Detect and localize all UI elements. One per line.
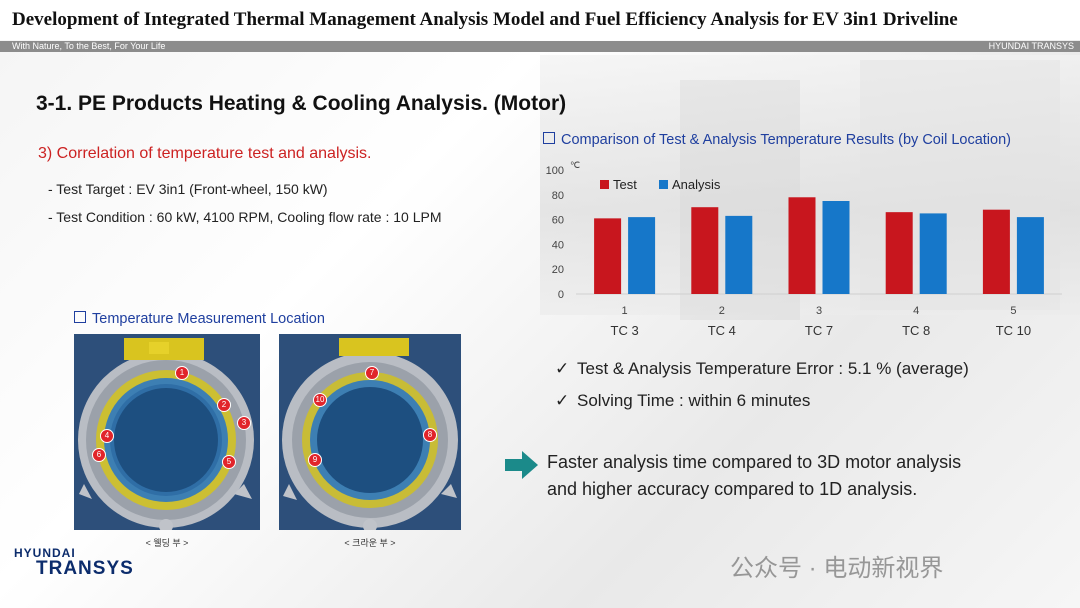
bar-test-1 [594,218,622,294]
legend-swatch-analysis [659,180,668,189]
x-category-label: TC 8 [902,323,930,338]
checkmark-icon: ✓ [555,391,570,410]
thermocouple-marker-3: 3 [237,416,251,430]
sub-heading: 3) Correlation of temperature test and a… [38,145,372,162]
result-solving-time: ✓ Solving Time : within 6 minutes [555,391,810,411]
company-name: HYUNDAI TRANSYS [988,41,1074,51]
y-tick-label: 40 [552,239,564,251]
chart-heading: Comparison of Test & Analysis Temperatur… [543,132,1011,148]
bar-test-5 [982,209,1010,294]
thermocouple-marker-7: 7 [365,366,379,380]
checkbox-square-icon [543,132,555,144]
x-tick-label: 5 [1010,305,1016,317]
y-tick-label: 60 [552,215,564,227]
result-error-text: Test & Analysis Temperature Error : 5.1 … [577,359,969,378]
thermocouple-marker-6: 6 [92,448,106,462]
bar-analysis-3 [822,201,850,294]
slide-header: Development of Integrated Thermal Manage… [0,0,1080,40]
y-tick-label: 80 [552,190,564,202]
slogan-text: With Nature, To the Best, For Your Life [12,41,166,51]
x-tick-label: 1 [622,305,628,317]
legend-label-test: Test [613,177,637,192]
result-error: ✓ Test & Analysis Temperature Error : 5.1… [555,359,969,379]
x-category-label: TC 10 [996,323,1031,338]
bar-analysis-5 [1016,217,1044,294]
x-tick-label: 4 [913,305,919,317]
legend-swatch-test [600,180,609,189]
thermocouple-marker-5: 5 [222,455,236,469]
thermocouple-marker-1: 1 [175,366,189,380]
y-tick-label: 20 [552,264,564,276]
thermocouple-marker-10: 10 [313,393,327,407]
bar-analysis-4 [919,213,947,294]
logo-line-2: TRANSYS [36,558,134,579]
bar-test-3 [788,197,816,294]
motor-welding-image [74,334,260,530]
arrow-right-icon [505,451,538,479]
slide-title: Development of Integrated Thermal Manage… [12,9,958,30]
motor-crown-view: < 크라운 부 > 7 8 9 10 [279,334,461,552]
x-category-label: TC 7 [805,323,833,338]
thermocouple-marker-8: 8 [423,428,437,442]
bar-analysis-1 [628,217,656,294]
logo-line-1: HYUNDAI [14,546,76,560]
conclusion-line-1: Faster analysis time compared to 3D moto… [547,452,962,472]
location-heading: Temperature Measurement Location [74,311,325,327]
section-title: 3-1. PE Products Heating & Cooling Analy… [36,92,567,115]
temperature-bar-chart: 0 20 40 60 80 100 ℃ 1 TC 3 2 TC 4 3 TC 7 4 TC 8 5 TC 10 T… [546,160,1062,338]
thermocouple-marker-9: 9 [308,453,322,467]
bar-test-4 [885,212,913,294]
chart-heading-text: Comparison of Test & Analysis Temperatur… [561,132,1011,148]
y-unit-label: ℃ [570,160,580,170]
hyundai-transys-logo: HYUNDAI TRANSYS [14,546,134,580]
bar-test-2 [691,207,719,294]
wechat-watermark: 公众号 · 电动新视界 [730,555,944,582]
checkmark-icon: ✓ [555,359,570,378]
x-tick-label: 2 [719,305,725,317]
welding-caption: < 웰딩 부 > [145,538,189,548]
x-tick-label: 3 [816,305,822,317]
thermocouple-marker-2: 2 [217,398,231,412]
conclusion-line-2: and higher accuracy compared to 1D analy… [547,479,918,499]
y-tick-label: 100 [546,165,564,177]
y-tick-label: 0 [558,289,564,301]
slogan-bar: With Nature, To the Best, For Your Life … [0,41,1080,52]
checkbox-square-icon [74,311,86,323]
thermocouple-marker-4: 4 [100,429,114,443]
result-solving-text: Solving Time : within 6 minutes [577,391,811,410]
crown-caption: < 크라운 부 > [344,538,396,548]
legend-label-analysis: Analysis [672,177,721,192]
bullet-test-condition: - Test Condition : 60 kW, 4100 RPM, Cool… [48,209,442,225]
x-category-label: TC 4 [708,323,736,338]
location-heading-text: Temperature Measurement Location [92,311,325,327]
motor-crown-image [279,334,461,530]
x-category-label: TC 3 [611,323,639,338]
bar-analysis-2 [725,215,753,294]
bullet-test-target: - Test Target : EV 3in1 (Front-wheel, 15… [48,181,328,197]
